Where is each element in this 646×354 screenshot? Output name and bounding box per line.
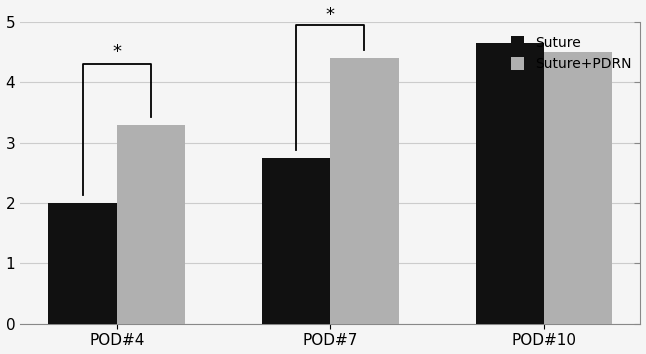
Text: *: * (326, 6, 335, 24)
Bar (117, 125, 185, 324)
Legend: Suture, Suture+PDRN: Suture, Suture+PDRN (505, 31, 638, 77)
Bar (544, 52, 612, 324)
Bar (262, 158, 330, 324)
Bar (48, 203, 117, 324)
Bar (475, 43, 544, 324)
Bar (330, 58, 399, 324)
Text: *: * (112, 42, 121, 61)
